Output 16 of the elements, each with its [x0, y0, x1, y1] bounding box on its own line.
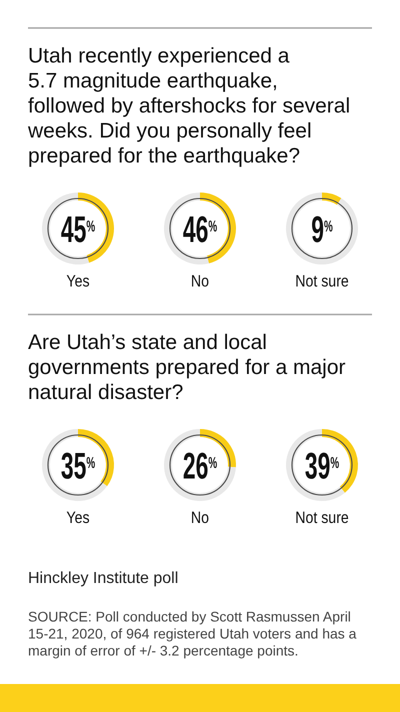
- text: Utah recently experienced a 5.7 magnitude earthquake, followed by aftershocks for several weeks. Did you personally feel prepared for the earthquake?: [27, 44, 350, 168]
- text: 35$^{%}$: [60, 444, 96, 487]
- text: Not sure: [295, 272, 349, 291]
- text: 45$^{%}$: [60, 208, 96, 250]
- text: No: [190, 272, 210, 291]
- text: Not sure: [295, 509, 349, 528]
- source-note: SOURCE: Poll conducted by Scott Rasmussen April 15-21, 2020, of 964 registered Utah voters and has a margin of error of +/- 3.2 percentage points.: [28, 608, 357, 658]
- text: Hinckley Institute poll: [28, 570, 178, 587]
- text: Yes: [66, 509, 90, 528]
- text: 26$^{%}$: [182, 444, 218, 487]
- text: 9$^{%}$: [311, 208, 333, 250]
- text: 46$^{%}$: [182, 208, 218, 250]
- text: No: [190, 509, 210, 528]
- text: Are Utah’s state and local governments prepared for a major natural disaster?: [28, 331, 346, 404]
- text: Yes: [66, 272, 90, 291]
- text: 39$^{%}$: [304, 444, 340, 487]
